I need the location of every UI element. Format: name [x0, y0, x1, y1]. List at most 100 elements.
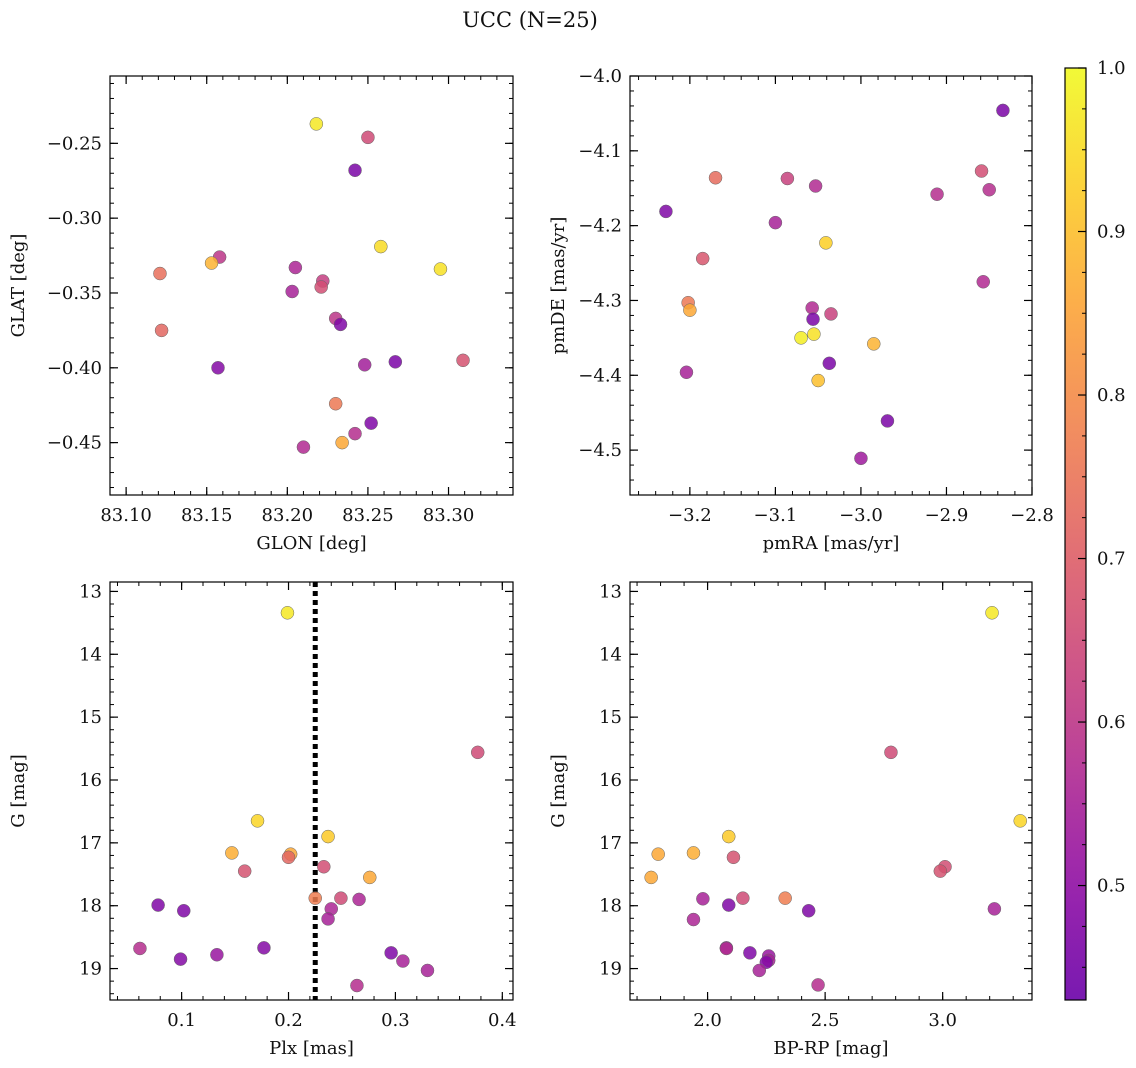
data-point [752, 963, 767, 978]
data-point [374, 239, 388, 254]
x-tick-label: −3.1 [754, 505, 798, 526]
data-point [433, 262, 448, 276]
colorbar-gradient [1064, 67, 1087, 1001]
data-point [308, 891, 322, 905]
panel-4: 2.0 2.5 3.0 13 14 15 16 17 18 19 BP-RP [mag] G [mag… [548, 581, 1033, 1059]
x-tick-label: −2.9 [925, 505, 969, 526]
data-point [361, 130, 375, 145]
data-point [996, 103, 1010, 118]
axes-frame [629, 581, 1033, 1001]
data-point [811, 978, 825, 992]
data-point [384, 946, 398, 960]
data-point [659, 204, 673, 219]
data-point [225, 846, 239, 860]
data-point [974, 164, 989, 178]
y-tick-label: 18 [599, 896, 622, 917]
data-point [335, 435, 349, 450]
y-tick-label: 19 [599, 959, 622, 980]
colorbar-tick-label: 0.8 [1097, 385, 1126, 406]
y-tick-label: 13 [79, 581, 102, 602]
data-point [151, 898, 165, 912]
data-point [352, 892, 366, 907]
x-tick-label: 2.0 [693, 1010, 722, 1031]
data-point [309, 117, 324, 131]
data-point [719, 941, 734, 956]
data-point [456, 353, 470, 368]
panel-3: 0.1 0.2 0.3 0.4 13 14 15 16 17 18 19 Plx [mas] G [ma… [8, 581, 517, 1059]
data-point [363, 870, 377, 885]
data-point [985, 606, 999, 620]
data-point [736, 891, 750, 905]
x-axis-label: pmRA [mas/yr] [763, 533, 900, 554]
data-point [884, 745, 898, 760]
data-point [686, 912, 701, 927]
y-tick-label: 19 [79, 959, 102, 980]
y-tick-label: −0.25 [47, 133, 102, 154]
data-point [679, 365, 694, 380]
x-tick-label: −2.8 [1010, 505, 1054, 526]
x-tick-label: 3.0 [928, 1010, 957, 1031]
y-axis-label: pmDE [mas/yr] [548, 217, 569, 355]
data-point [808, 179, 823, 193]
data-point [357, 358, 372, 372]
x-tick-label: 83.30 [423, 505, 475, 526]
data-point [976, 275, 990, 289]
data-point [768, 215, 783, 230]
data-point [281, 850, 296, 865]
data-point [987, 902, 1002, 916]
data-point [1013, 814, 1027, 828]
y-tick-label: 15 [79, 707, 102, 728]
figure-title: UCC (N=25) [462, 8, 598, 32]
data-point [237, 864, 252, 878]
axes-frame [109, 581, 514, 1001]
y-tick-label: 14 [599, 644, 622, 665]
x-axis-label: BP-RP [mag] [773, 1038, 888, 1059]
data-point [743, 946, 757, 960]
colorbar-tick-label: 0.6 [1097, 712, 1126, 733]
data-point [708, 171, 723, 185]
data-point [930, 187, 944, 201]
data-point [396, 954, 410, 968]
x-axis-label: GLON [deg] [256, 533, 366, 554]
x-tick-label: 2.5 [811, 1010, 840, 1031]
data-point [321, 829, 335, 844]
data-point [651, 847, 665, 861]
y-axis-label: G [mag] [548, 754, 569, 827]
x-tick-label: 0.4 [488, 1010, 517, 1031]
data-point [867, 337, 881, 351]
scatter-points [659, 103, 1010, 466]
data-point [794, 331, 808, 345]
x-tick-label: −3.0 [839, 505, 883, 526]
data-point [334, 891, 348, 905]
data-point [314, 280, 328, 294]
y-axis-label: GLAT [deg] [8, 234, 29, 338]
scatter-points [153, 117, 470, 454]
y-tick-label: 17 [599, 833, 622, 854]
colorbar-tick-label: 0.7 [1097, 549, 1126, 570]
y-tick-label: −4.5 [578, 440, 622, 461]
x-tick-label: 83.20 [262, 505, 314, 526]
colorbar-tick-label: 0.9 [1097, 222, 1126, 243]
x-axis-label: Plx [mas] [269, 1038, 354, 1059]
data-point [285, 284, 299, 299]
data-point [133, 941, 147, 956]
data-point [280, 606, 295, 620]
data-point [726, 850, 741, 865]
y-tick-label: −4.4 [578, 365, 622, 386]
data-point [807, 327, 821, 341]
y-tick-label: 16 [79, 770, 102, 791]
y-axis-label: G [mag] [8, 754, 29, 827]
axes-frame [629, 75, 1033, 496]
data-point [880, 414, 895, 428]
data-point [288, 260, 303, 275]
data-point [364, 416, 378, 430]
colorbar-tick-label: 0.5 [1097, 876, 1126, 897]
data-point [933, 864, 948, 878]
data-point [824, 307, 838, 321]
data-point [153, 266, 167, 281]
x-tick-label: −3.2 [668, 505, 712, 526]
y-tick-label: 17 [79, 833, 102, 854]
data-point [982, 182, 996, 197]
data-point [333, 317, 348, 332]
colorbar: 0.5 0.6 0.7 0.8 0.9 1.0 [1064, 58, 1126, 1001]
